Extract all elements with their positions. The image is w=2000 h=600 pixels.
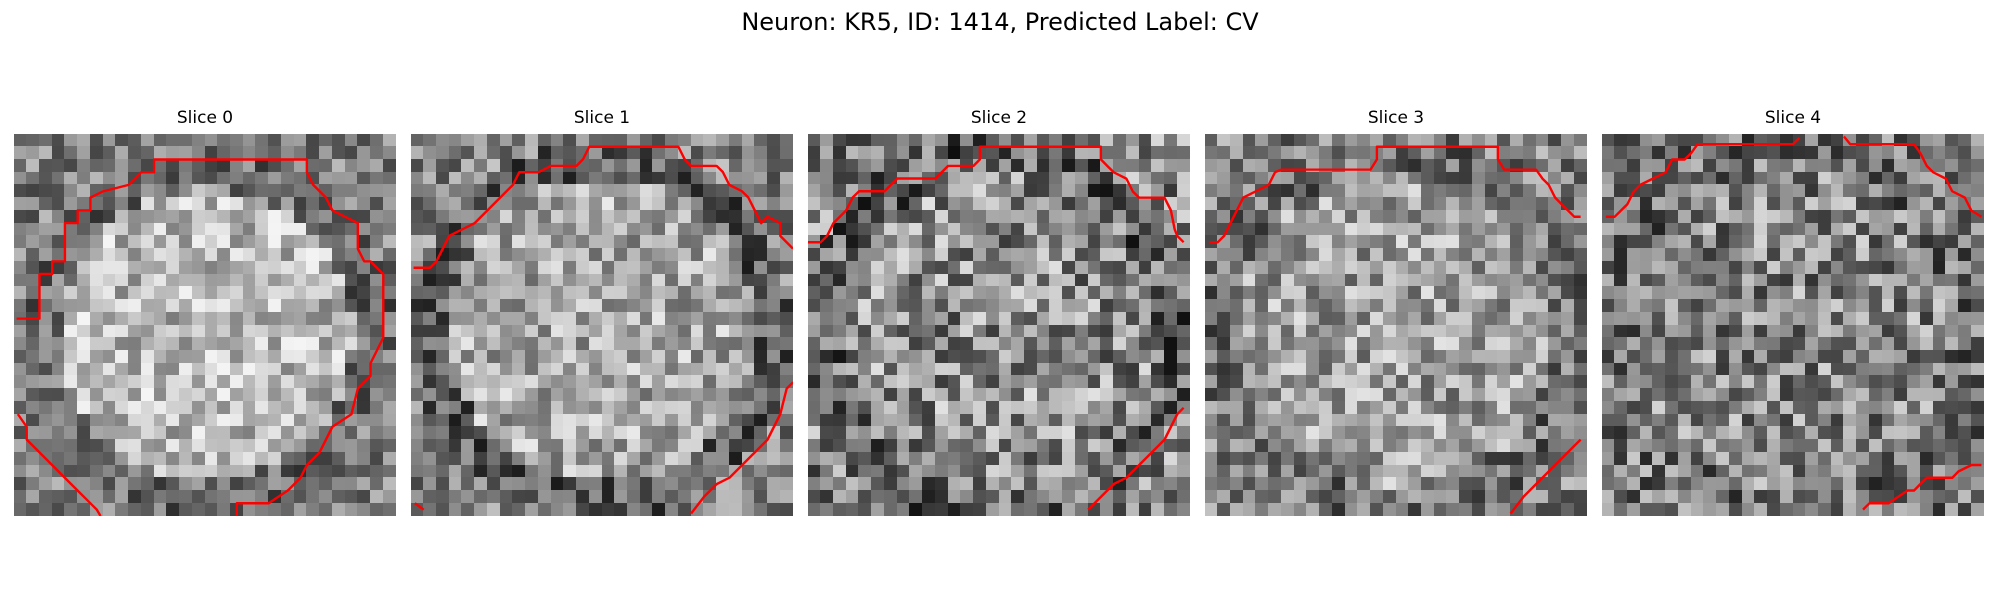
slice-panel-3: Slice 3 xyxy=(1205,108,1587,516)
slice-title: Slice 3 xyxy=(1367,108,1425,128)
slice-image xyxy=(411,134,793,516)
slice-title: Slice 0 xyxy=(176,108,234,128)
slice-title: Slice 1 xyxy=(573,108,631,128)
slice-image xyxy=(1205,134,1587,516)
figure-title: Neuron: KR5, ID: 1414, Predicted Label: … xyxy=(741,8,1259,36)
slice-image xyxy=(14,134,396,516)
slice-panel-4: Slice 4 xyxy=(1602,108,1984,516)
slice-title: Slice 4 xyxy=(1764,108,1822,128)
slice-panel-0: Slice 0 xyxy=(14,108,396,516)
slice-panel-1: Slice 1 xyxy=(411,108,793,516)
slice-image xyxy=(808,134,1190,516)
slice-panel-2: Slice 2 xyxy=(808,108,1190,516)
slice-image xyxy=(1602,134,1984,516)
slice-title: Slice 2 xyxy=(970,108,1028,128)
